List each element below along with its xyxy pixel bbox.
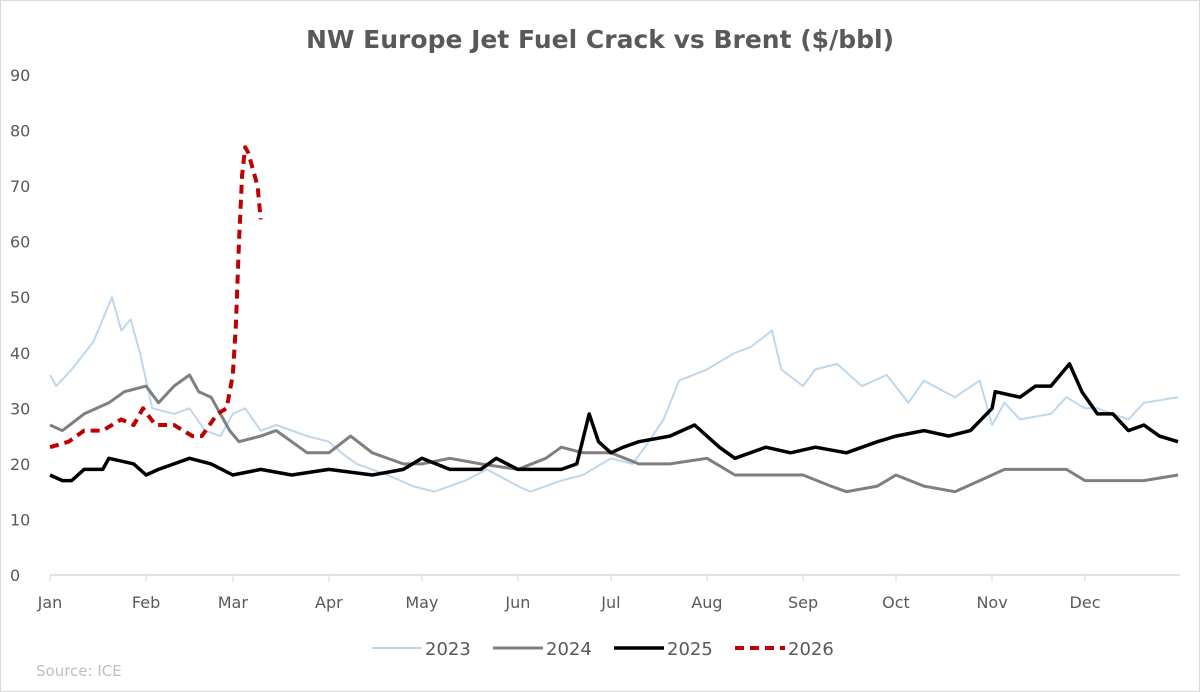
- y-tick-label: 40: [10, 344, 30, 363]
- x-tick-label: Jul: [600, 593, 620, 612]
- x-tick-label: Oct: [882, 593, 910, 612]
- y-tick-label: 0: [10, 566, 20, 585]
- y-tick-label: 50: [10, 288, 30, 307]
- y-tick-label: 20: [10, 455, 30, 474]
- x-tick-label: Feb: [132, 593, 160, 612]
- x-tick-label: May: [405, 593, 438, 612]
- x-tick-label: Mar: [218, 593, 249, 612]
- legend-label-2024: 2024: [546, 639, 592, 660]
- y-tick-label: 80: [10, 122, 30, 141]
- series-line-2024: [49, 373, 1179, 494]
- legend-label-2023: 2023: [425, 639, 471, 660]
- x-tick-label: Jun: [504, 593, 530, 612]
- source-note: Source: ICE: [36, 662, 122, 680]
- y-tick-label: 70: [10, 177, 30, 196]
- legend-label-2026: 2026: [788, 639, 834, 660]
- y-tick-label: 30: [10, 399, 30, 418]
- y-tick-label: 60: [10, 233, 30, 252]
- series-line-2025: [49, 362, 1179, 483]
- series-line-2026: [49, 145, 263, 450]
- x-tick-label: Aug: [691, 593, 722, 612]
- legend-label-2025: 2025: [667, 639, 713, 660]
- x-tick-label: Jan: [37, 593, 63, 612]
- x-tick-label: Nov: [976, 593, 1007, 612]
- x-tick-label: Dec: [1070, 593, 1101, 612]
- x-tick-label: Apr: [315, 593, 343, 612]
- y-tick-label: 90: [10, 66, 30, 85]
- chart-title: NW Europe Jet Fuel Crack vs Brent ($/bbl…: [306, 25, 894, 54]
- x-tick-label: Sep: [788, 593, 818, 612]
- series-line-2023: [49, 296, 1179, 493]
- y-tick-label: 10: [10, 510, 30, 529]
